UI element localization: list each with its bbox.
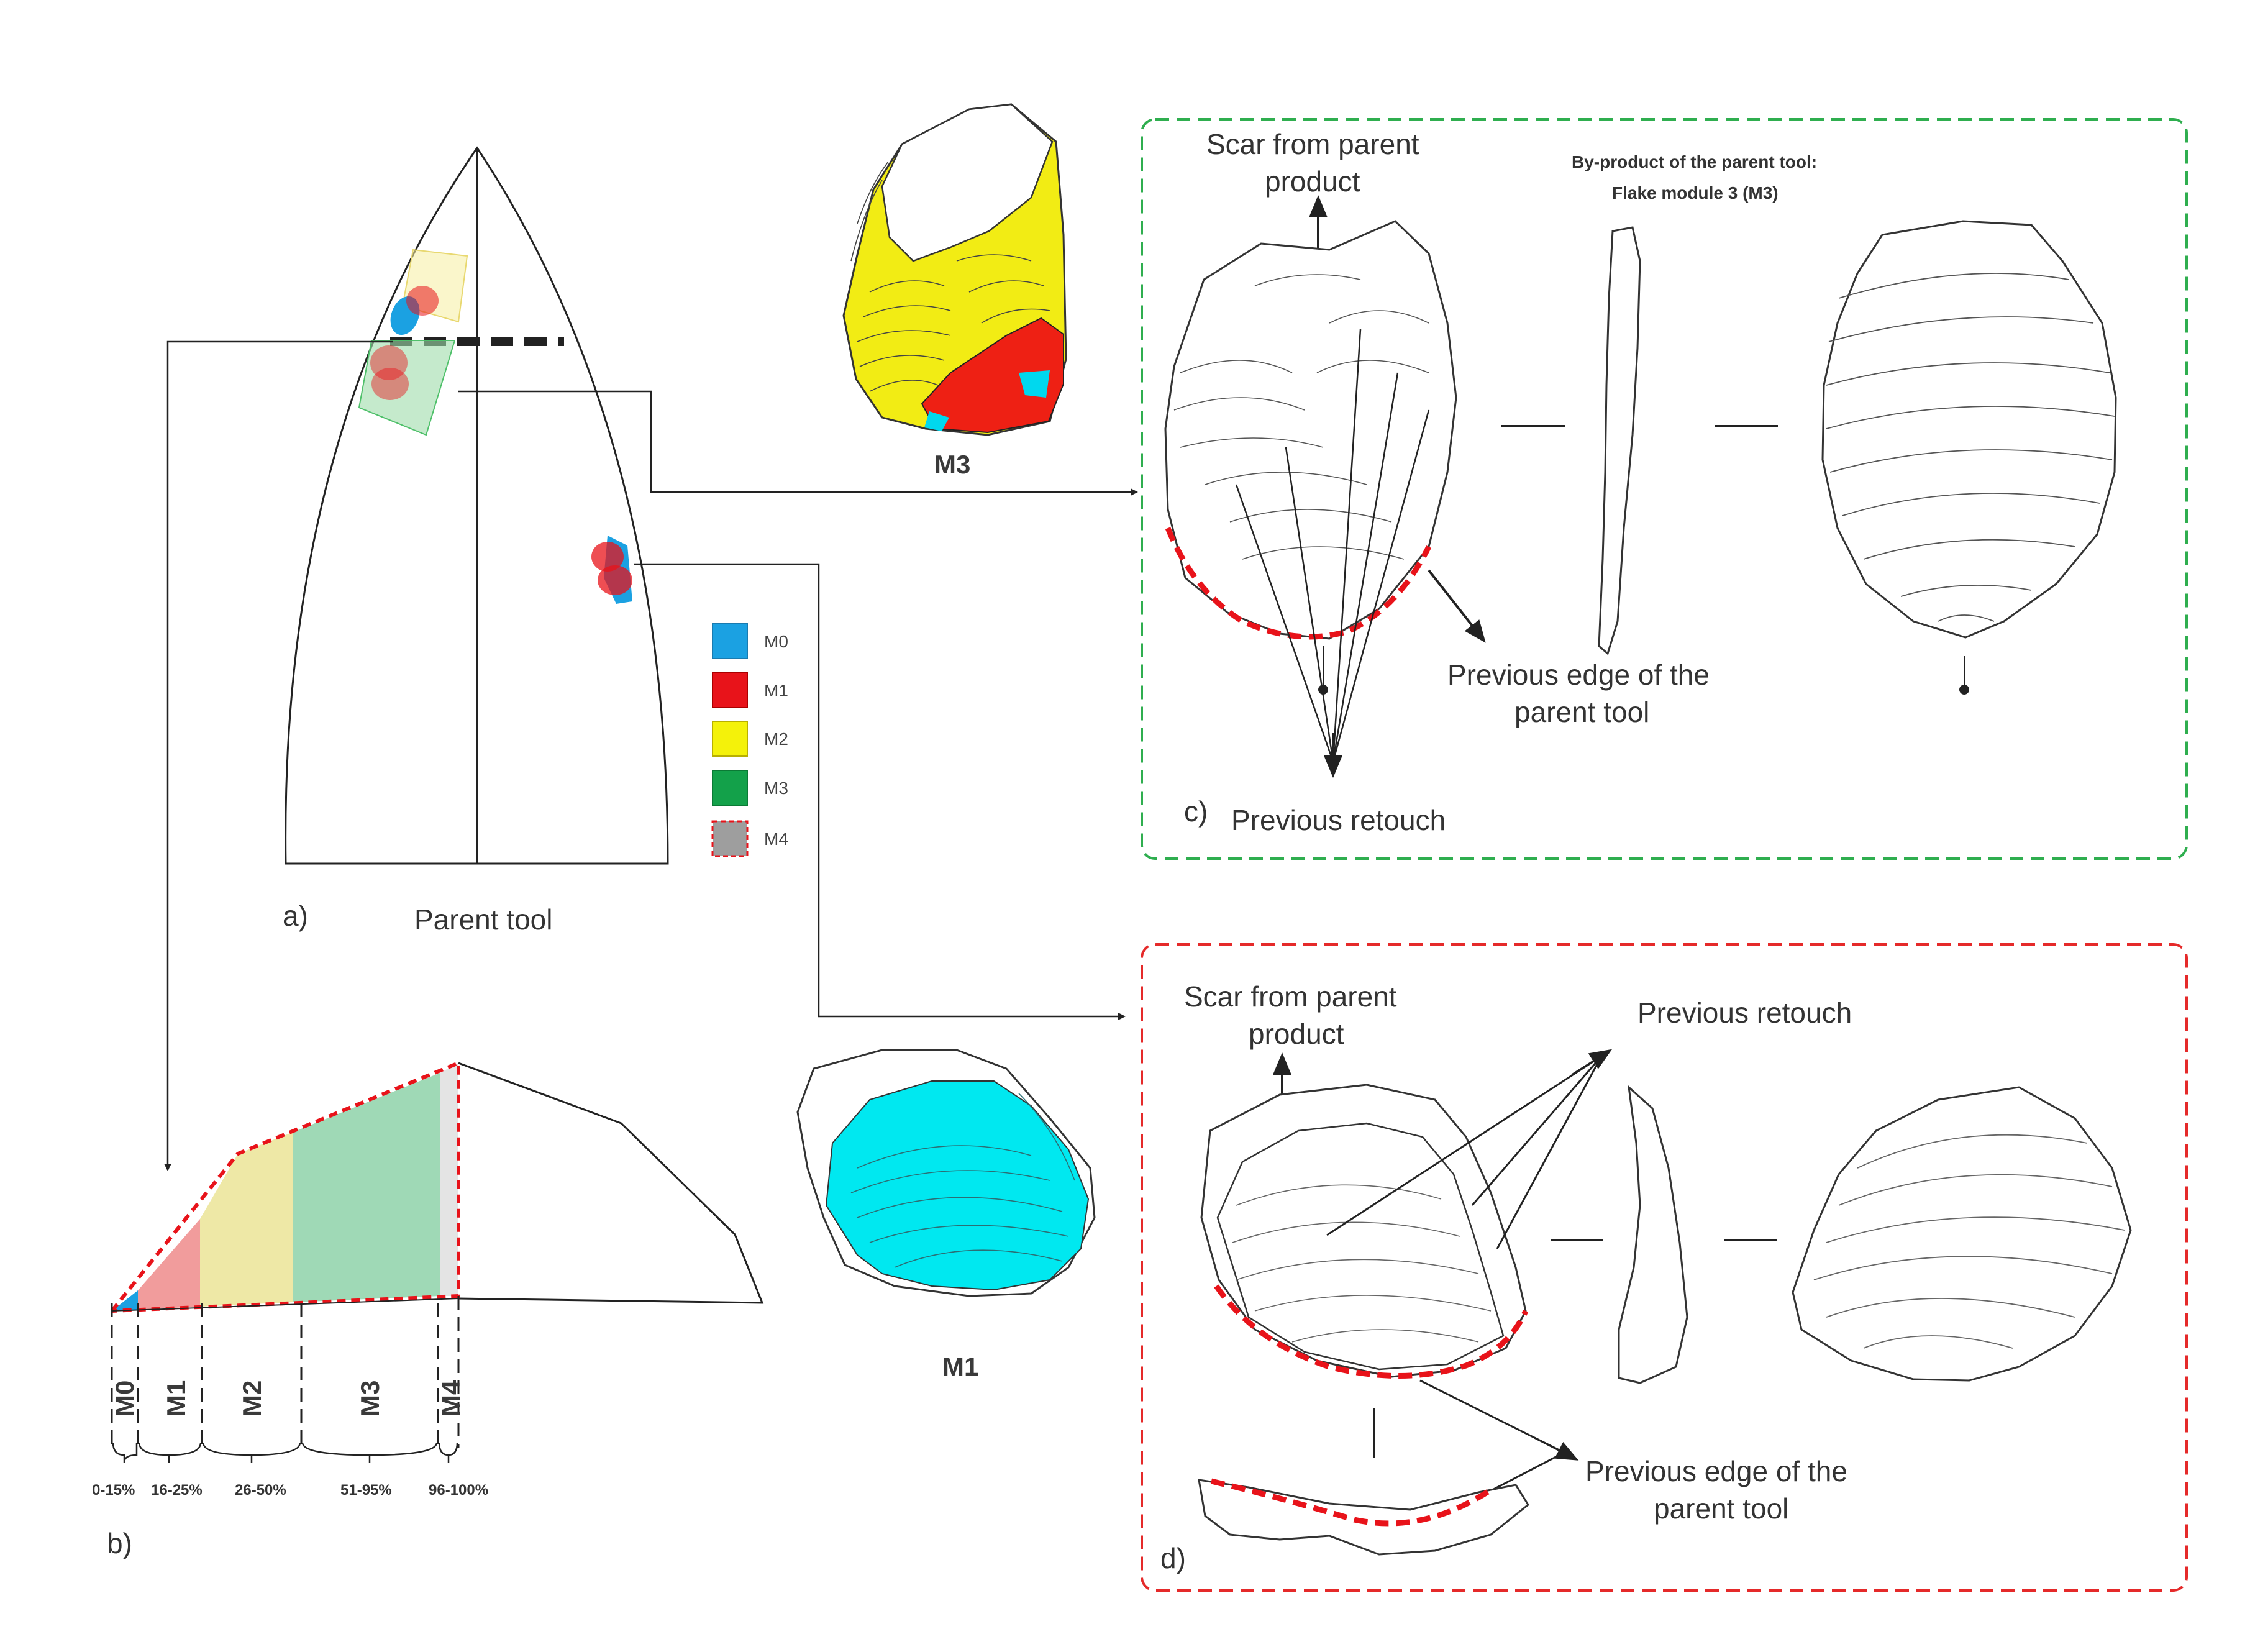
module-label-m4: M4 [436,1380,465,1417]
legend-label-m4: M4 [764,829,788,849]
c-dorsal-view [1164,220,1457,640]
m1-flake-label: M1 [942,1352,978,1381]
band-m3 [293,1073,440,1302]
panel-c: Scar from parent product By-product of t… [1141,118,2188,860]
legend-swatch-m0 [712,623,748,659]
m3-zone-marker [358,340,456,436]
c-ventral-ripples [1826,273,2115,622]
panel-d-border [1141,943,2188,1592]
d-dorsal-inner-scar [1216,1122,1505,1371]
m3-flake-white-scar [881,103,1054,262]
d-profile-view [1618,1085,1688,1384]
range-braces [112,1442,458,1463]
panel-b-section: M0 M1 M2 M3 M4 0-15% 16-25% 26-50% 51-95… [92,1060,764,1559]
scar-label-d-line1: Scar from parent [1184,980,1397,1013]
band-m2 [200,1132,293,1307]
connector-lines [164,340,1138,1171]
legend-swatch-m1 [712,672,748,708]
legend-label-m1: M1 [764,681,788,700]
m3-flake-ripples [850,161,1050,392]
c-retouch-label: Previous retouch [1231,804,1446,836]
scar-label-c-line1: Scar from parent [1206,128,1419,160]
m1-flake-cyan-surface [825,1080,1090,1291]
panel-a-letter: a) [283,900,308,932]
module-dividers [111,1296,460,1448]
panel-c-border [1141,118,2188,860]
d-previous-edge-dorsal [1214,1284,1529,1379]
band-m4 [440,1063,458,1296]
range-label-m1: 16-25% [151,1482,203,1499]
connector-to-panel-d [634,563,1126,1020]
d-retouch-lines [1326,1055,1603,1249]
d-dorsal-view [1200,1084,1527,1378]
m1-spot-mid-a [370,345,408,380]
legend-swatch-m3 [712,770,748,806]
range-label-m0: 0-15% [92,1482,135,1499]
section-outline [458,1062,764,1304]
legend-swatch-m4 [711,820,749,857]
legend: M0 M1 M2 M3 M4 [711,623,788,857]
panel-a-parent-tool: M0 M1 M2 M3 M4 a) Parent tool [283,146,788,936]
m3-flake-blue-scar-2 [924,411,949,431]
m1-colored-flake: M1 [796,1049,1096,1381]
m1-spot-right-a [591,542,624,572]
c-edge-arrow [1428,569,1486,643]
d-ventral-view [1792,1086,2132,1382]
panel-c-title-line1: By-product of the parent tool: [1572,152,1817,171]
d-dorsal-ripples [1232,1184,1492,1343]
d-edge-arrow [1534,1436,1579,1461]
c-edge-label-line2: parent tool [1514,696,1649,728]
d-section-view [1198,1479,1529,1556]
m3-colored-flake: M3 [842,103,1067,479]
c-dorsal-ripples [1173,274,1429,560]
connector-to-panel-b [164,340,393,1171]
d-edge-label-line2: parent tool [1654,1492,1788,1525]
d-edge-label-line1: Previous edge of the [1585,1455,1847,1487]
d-ventral-ripples [1813,1134,2125,1349]
panel-d-letter: d) [1160,1542,1186,1574]
c-previous-edge [1165,527,1432,640]
band-m0 [112,1290,138,1311]
d-retouch-label: Previous retouch [1637,997,1852,1029]
c-ventral-view [1821,220,2117,639]
d-retouch-arrow [1571,1049,1613,1076]
module-label-m0: M0 [110,1380,139,1417]
c-profile-view [1598,226,1641,655]
range-label-m2: 26-50% [235,1482,286,1499]
module-label-m3: M3 [355,1380,385,1417]
connector-to-panel-c [458,390,1138,496]
module-label-m2: M2 [237,1380,266,1417]
parent-tool-caption: Parent tool [414,903,552,936]
m3-flake-red-scar [921,317,1064,434]
band-m1 [138,1219,200,1310]
d-previous-edge-section [1210,1478,1493,1527]
panel-c-letter: c) [1184,795,1208,828]
m1-flake-ripples [850,1093,1075,1268]
section-removed-outline [110,1060,460,1313]
legend-swatch-m2 [712,721,748,757]
m3-flake-blue-scar [1019,370,1050,398]
legend-label-m2: M2 [764,729,788,749]
scar-label-d-line2: product [1249,1018,1344,1050]
m1-spot-right-b [598,565,632,595]
scar-label-c-line2: product [1265,165,1360,198]
c-retouch-lines [1235,329,1430,762]
panel-c-title-line2: Flake module 3 (M3) [1612,183,1779,203]
panel-d: Scar from parent product Previous retouc… [1141,943,2188,1592]
legend-label-m3: M3 [764,778,788,798]
c-edge-label-line1: Previous edge of the [1447,659,1710,691]
range-label-m4: 96-100% [429,1482,488,1499]
m1-spot-upper [406,286,439,316]
legend-label-m0: M0 [764,632,788,651]
section-base-line [111,1298,459,1312]
range-label-m3: 51-95% [340,1482,392,1499]
m3-flake-label: M3 [934,450,970,479]
module-label-m1: M1 [162,1380,191,1417]
m1-spot-mid-b [371,368,409,400]
panel-b-letter: b) [107,1527,132,1559]
